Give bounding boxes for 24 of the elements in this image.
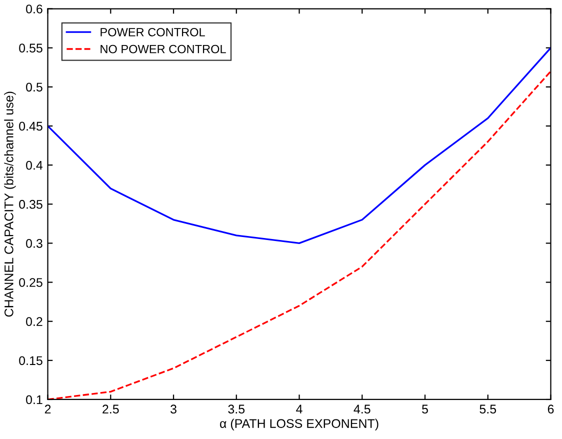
- y-tick-label: 0.1: [26, 395, 42, 404]
- x-tick-label: 4: [296, 404, 302, 414]
- y-tick-label: 0.5: [26, 82, 42, 92]
- y-tick-label: 0.35: [19, 200, 42, 209]
- legend-label: POWER CONTROL: [100, 28, 205, 36]
- y-tick-label: 0.3: [26, 239, 42, 248]
- y-axis-title: CHANNEL CAPACITY (bits/channel use): [4, 92, 16, 317]
- y-tick-label: 0.4: [26, 160, 43, 170]
- x-tick-label: 4.5: [354, 404, 370, 414]
- x-tick-label: 5: [422, 404, 428, 414]
- y-tick-label: 0.2: [26, 317, 42, 326]
- legend-label: NO POWER CONTROL: [100, 44, 226, 54]
- y-tick-label: 0.45: [19, 122, 42, 131]
- x-tick-label: 6: [548, 404, 554, 414]
- y-tick-label: 0.6: [26, 4, 42, 14]
- x-axis-title: α (PATH LOSS EXPONENT): [220, 418, 378, 430]
- y-tick-label: 0.25: [19, 278, 42, 287]
- x-tick-label: 3.5: [228, 404, 245, 414]
- y-tick-label: 0.15: [19, 356, 42, 366]
- x-tick-label: 3: [170, 404, 176, 414]
- x-tick-label: 2: [44, 404, 51, 414]
- x-tick-label: 5.5: [480, 404, 496, 414]
- x-tick-label: 2.5: [102, 404, 119, 414]
- y-tick-label: 0.55: [19, 44, 42, 53]
